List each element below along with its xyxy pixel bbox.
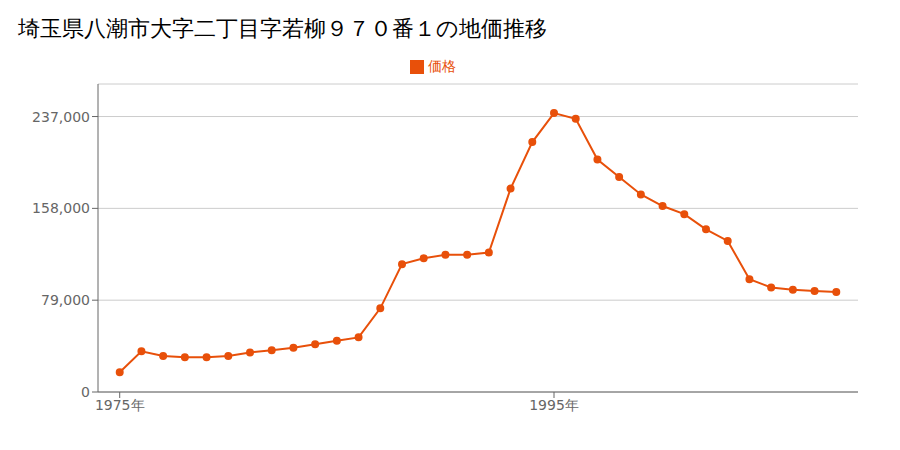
svg-text:158,000: 158,000: [32, 200, 90, 216]
svg-text:0: 0: [81, 384, 90, 400]
html-text:埼玉県八潮市大字二丁目字若柳９７０番１の地価推移: 埼玉県八潮市大字二丁目字若柳９７０番１の地価推移: [18, 16, 547, 41]
svg-text:1975年: 1975年: [95, 397, 145, 413]
html-text:価格: 価格: [428, 58, 456, 74]
svg-text:1995年: 1995年: [529, 397, 579, 413]
svg-text:79,000: 79,000: [41, 292, 90, 308]
svg-text:237,000: 237,000: [32, 109, 90, 125]
